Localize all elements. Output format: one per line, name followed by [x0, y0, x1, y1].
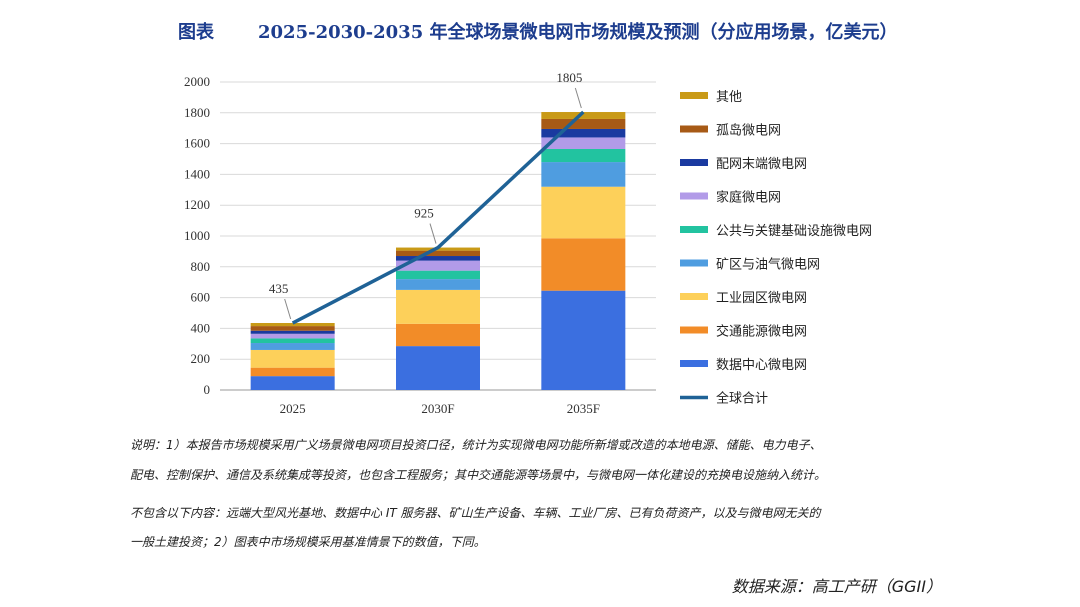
total-line [291, 110, 585, 325]
data-label-leader [429, 223, 437, 244]
bar-segment [396, 323, 480, 347]
x-tick-label: 2030F [421, 401, 454, 416]
data-label: 435 [269, 281, 289, 296]
legend-label: 全球合计 [716, 391, 768, 407]
y-tick-label: 1400 [184, 166, 210, 181]
legend-swatch [680, 125, 708, 133]
y-tick-label: 1200 [184, 197, 210, 212]
y-tick-label: 600 [191, 290, 211, 305]
y-tick-label: 200 [191, 351, 211, 366]
bar-segment [541, 137, 626, 149]
legend-label: 矿区与油气微电网 [716, 257, 820, 273]
bar-segment [541, 128, 626, 138]
bar-segment [541, 290, 626, 390]
bar-segment [541, 186, 626, 239]
legend-swatch [680, 326, 708, 334]
bar-segment [396, 270, 480, 280]
bar-segment [250, 323, 335, 327]
bar-segment [396, 346, 480, 390]
bar-segment [396, 279, 480, 290]
bar-segment [541, 112, 626, 119]
legend-swatch [680, 226, 708, 233]
bar-segment [396, 289, 480, 324]
chart-area: 0 200 400 600 800 1000 1200 1400 1600 1800 2000 202… [160, 64, 920, 424]
note-line-3: 不包含以下内容：远端大型风光基地、数据中心 IT 服务器、矿山生产设备、车辆、工… [130, 506, 821, 520]
bar-segment [250, 338, 335, 344]
bar-segment [396, 250, 480, 257]
figure-label: 图表 [178, 22, 214, 43]
bar-segment [541, 238, 626, 291]
legend-swatch [680, 259, 708, 267]
bar-segment [250, 343, 335, 350]
y-tick-label: 400 [191, 320, 211, 335]
data-label-leader [284, 298, 292, 320]
legend-swatch [680, 293, 708, 300]
bar-segment [250, 333, 335, 339]
data-label: 1805 [556, 70, 582, 85]
legend-swatch [680, 192, 708, 200]
legend-label: 其他 [716, 90, 742, 105]
note-line-1: 说明：1）本报告市场规模采用广义场景微电网项目投资口径，统计为实现微电网功能所新… [130, 438, 822, 452]
legend-swatch [680, 92, 708, 99]
legend-swatch [680, 159, 708, 166]
bar-segment [250, 326, 335, 331]
legend-label: 家庭微电网 [716, 190, 781, 206]
x-tick-label: 2035F [567, 401, 600, 416]
bar-segment [250, 367, 335, 377]
bar-segment [396, 260, 480, 271]
bar-segment [541, 148, 626, 163]
note-line-4: 一般土建投资；2）图表中市场规模采用基准情景下的数值，下同。 [130, 535, 486, 549]
legend-label: 配网末端微电网 [716, 157, 807, 172]
bar-segment [250, 376, 335, 390]
legend-label: 交通能源微电网 [716, 324, 807, 340]
bar-segment [396, 256, 480, 261]
note-line-2: 配电、控制保护、通信及系统集成等投资，也包含工程服务；其中交通能源等场景中，与微… [130, 468, 827, 482]
chart-title-row: 图表 2025-2030-2035 年全球场景微电网市场规模及预测（分应用场景，… [0, 18, 1080, 48]
chart-title: 2025-2030-2035 年全球场景微电网市场规模及预测（分应用场景，亿美元… [258, 22, 898, 43]
y-tick-label: 1600 [184, 136, 210, 151]
bar-segment [250, 330, 335, 334]
data-label-leader [574, 87, 582, 109]
bar-segment [541, 162, 626, 187]
data-source: 数据来源：高工产研（GGII） [731, 577, 942, 596]
bar-segment [250, 349, 335, 368]
legend-label: 工业园区微电网 [716, 291, 807, 306]
y-tick-label: 2000 [184, 74, 210, 89]
stacked-bar-line-chart: 0 200 400 600 800 1000 1200 1400 1600 1800 2000 202… [184, 70, 872, 416]
y-tick-label: 0 [204, 382, 211, 397]
y-tick-label: 1800 [184, 105, 210, 120]
x-tick-label: 2025 [280, 401, 306, 416]
legend-label: 数据中心微电网 [716, 358, 807, 373]
y-tick-label: 800 [191, 259, 211, 274]
y-tick-label: 1000 [184, 228, 210, 243]
legend-label: 孤岛微电网 [716, 123, 781, 139]
bar-segment [541, 118, 626, 129]
data-label: 925 [414, 206, 434, 221]
legend-label: 公共与关键基础设施微电网 [716, 224, 872, 239]
legend-swatch [680, 360, 708, 367]
